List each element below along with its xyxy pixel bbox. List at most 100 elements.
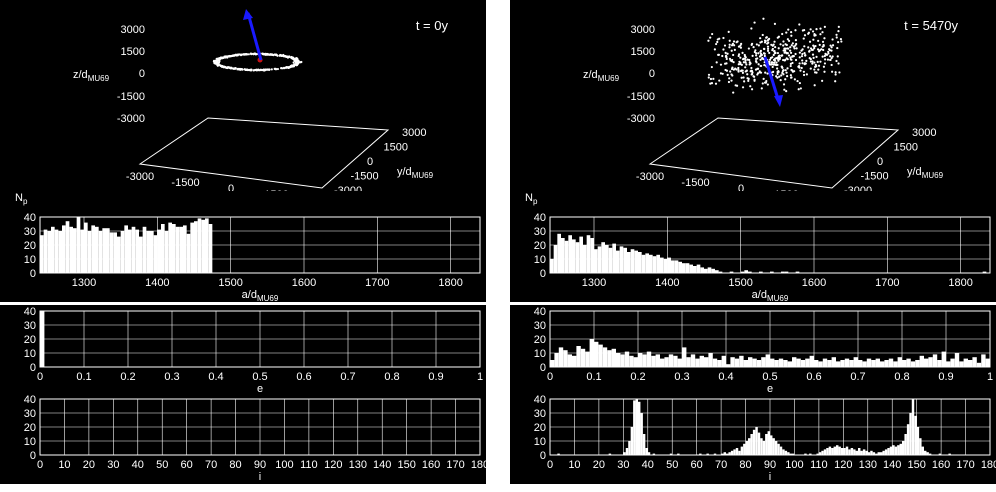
right-cloud-point [798, 23, 801, 26]
right-i-bar [743, 443, 746, 455]
left-i-x-tick-label: 110 [300, 459, 318, 471]
right-a-bar [748, 271, 752, 273]
right-cloud-point [764, 71, 767, 74]
right-e-bar [752, 358, 757, 367]
right-cloud-point [710, 82, 714, 85]
left-a-bar [179, 226, 183, 273]
right-cloud-point [830, 56, 833, 60]
right-cloud-point [732, 40, 736, 43]
right-i-y-tick-label: 40 [534, 394, 546, 406]
left-a-bar [51, 226, 55, 273]
left-a-y-tick-label: 30 [24, 226, 36, 238]
left-a-bar [190, 222, 194, 273]
right-cloud-point [743, 57, 746, 60]
left-ring-point [294, 61, 298, 64]
right-i-bar [752, 429, 756, 455]
right-e-y-tick-label: 20 [534, 334, 546, 346]
right-e-bar [831, 357, 836, 367]
left-a-y-tick-label: 20 [24, 240, 36, 252]
right-cloud-point [723, 44, 727, 47]
right-cloud-point [771, 56, 774, 59]
left-a-bar [47, 231, 51, 273]
left-ring-point [292, 61, 295, 64]
right-cloud-point [754, 57, 758, 61]
right-cloud-point [802, 73, 806, 77]
right-i-bar [784, 450, 788, 455]
right-cloud-point [727, 30, 730, 33]
right-cloud-point [743, 80, 746, 83]
right-i-bar [699, 453, 702, 455]
right-cloud-point [783, 88, 786, 91]
right-e-bar [840, 360, 845, 367]
right-cloud-point [781, 70, 784, 73]
right-a-bar [619, 246, 624, 273]
right-cloud-point [798, 66, 801, 69]
right-e-bar [607, 350, 612, 367]
right-e-bar [818, 361, 823, 367]
right-cloud-point [763, 39, 767, 42]
left-a-bar [194, 221, 198, 273]
right-i-bar [728, 452, 731, 455]
right-i-bar [767, 431, 770, 455]
right-i-bar [836, 445, 839, 455]
left-i-x-tick-label: 70 [205, 459, 217, 471]
right-e-frame [549, 310, 991, 368]
right-e-bar [800, 360, 806, 367]
left-i-x-tick-label: 30 [107, 459, 119, 471]
right-i-bar [630, 427, 634, 455]
right-cloud-point [817, 64, 821, 67]
right-i-bar [745, 441, 748, 455]
right-a-bar [671, 260, 675, 273]
left-ring-point [231, 54, 234, 57]
right-cloud-point [757, 63, 760, 66]
right-i-bar [647, 452, 651, 455]
left-ring-point [255, 52, 258, 56]
left-y-tick-label: 3000 [402, 127, 426, 139]
right-cloud-point [773, 50, 776, 53]
right-i-bar [831, 448, 834, 455]
right-cloud-point [774, 57, 777, 60]
right-cloud-point [814, 34, 817, 37]
right-e-bar [932, 354, 938, 367]
right-i-x-tick-label: 170 [956, 459, 974, 471]
left-z-tick-label: -1500 [117, 91, 145, 103]
right-cloud-point [747, 79, 750, 82]
left-ring-point [288, 66, 291, 69]
right-i-bar [633, 400, 636, 455]
left-i-x-tick-label: 150 [397, 459, 415, 471]
right-cloud-point [794, 44, 797, 47]
left-a-bar [153, 235, 158, 273]
right-i-bar [760, 438, 763, 455]
right-i-bar [899, 443, 902, 455]
right-a-bar [652, 256, 657, 273]
right-cloud-point [776, 67, 779, 70]
right-i-bar [557, 453, 560, 455]
right-e-bar [699, 355, 704, 367]
left-ring-point [266, 53, 269, 56]
right-i-frame [549, 398, 991, 456]
right-cloud-point [822, 65, 826, 68]
right-cloud-point [795, 47, 798, 50]
right-cloud-point [782, 44, 785, 47]
right-i-x-tick-label: 80 [739, 459, 751, 471]
right-cloud-point [811, 48, 814, 51]
right-cloud-point [800, 66, 803, 70]
right-e-bar [660, 358, 665, 367]
right-a-bar [597, 246, 602, 273]
right-cloud-point [808, 56, 811, 60]
left-i-x-tick-label: 50 [156, 459, 168, 471]
right-cloud-point [747, 47, 750, 50]
right-a-bar [612, 243, 616, 273]
right-i-x-tick-label: 50 [666, 459, 678, 471]
right-cloud-point [773, 22, 777, 25]
right-e-bar [748, 357, 753, 367]
left-e-x-tick-label: 0.8 [384, 371, 399, 383]
right-e-bar [721, 355, 726, 367]
left-a-bar [175, 226, 180, 273]
right-e-bar [985, 358, 990, 367]
right-i-bar [872, 452, 876, 455]
left-ring-point [234, 53, 238, 56]
left-e-x-tick-label: 0.4 [208, 371, 223, 383]
right-cloud-point [719, 72, 723, 75]
right-i-bar [821, 450, 824, 455]
